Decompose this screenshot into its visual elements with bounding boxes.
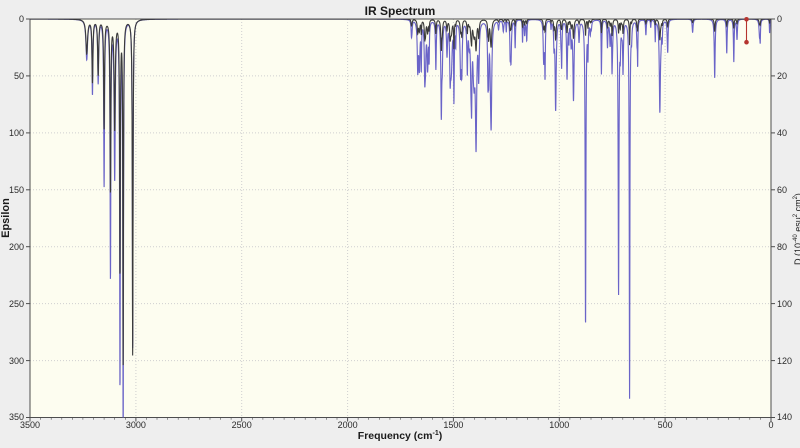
svg-text:2500: 2500 xyxy=(232,420,252,430)
svg-text:1500: 1500 xyxy=(443,420,463,430)
svg-text:250: 250 xyxy=(9,299,24,309)
svg-text:100: 100 xyxy=(777,299,792,309)
svg-text:500: 500 xyxy=(658,420,673,430)
svg-text:120: 120 xyxy=(777,356,792,366)
svg-text:200: 200 xyxy=(9,242,24,252)
svg-text:350: 350 xyxy=(9,412,24,422)
svg-text:20: 20 xyxy=(777,71,787,81)
svg-text:80: 80 xyxy=(777,242,787,252)
svg-text:50: 50 xyxy=(14,71,24,81)
svg-text:100: 100 xyxy=(9,128,24,138)
svg-text:1000: 1000 xyxy=(549,420,569,430)
svg-text:60: 60 xyxy=(777,185,787,195)
svg-text:300: 300 xyxy=(9,356,24,366)
svg-text:0: 0 xyxy=(768,420,773,430)
svg-text:40: 40 xyxy=(777,128,787,138)
svg-text:140: 140 xyxy=(777,412,792,422)
svg-text:3000: 3000 xyxy=(126,420,146,430)
svg-text:2000: 2000 xyxy=(338,420,358,430)
svg-text:0: 0 xyxy=(19,14,24,24)
svg-text:0: 0 xyxy=(777,14,782,24)
svg-text:150: 150 xyxy=(9,185,24,195)
